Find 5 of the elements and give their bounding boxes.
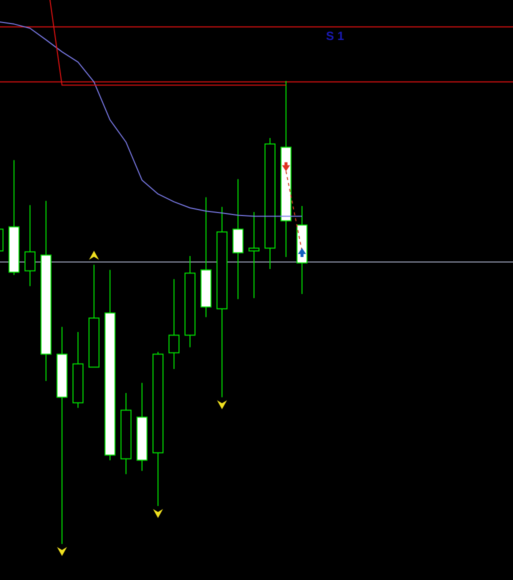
candlestick [168, 278, 180, 370]
annotation: S 1 [326, 28, 344, 43]
candlestick [232, 178, 244, 300]
candlestick [24, 204, 36, 287]
candlestick [248, 212, 260, 299]
